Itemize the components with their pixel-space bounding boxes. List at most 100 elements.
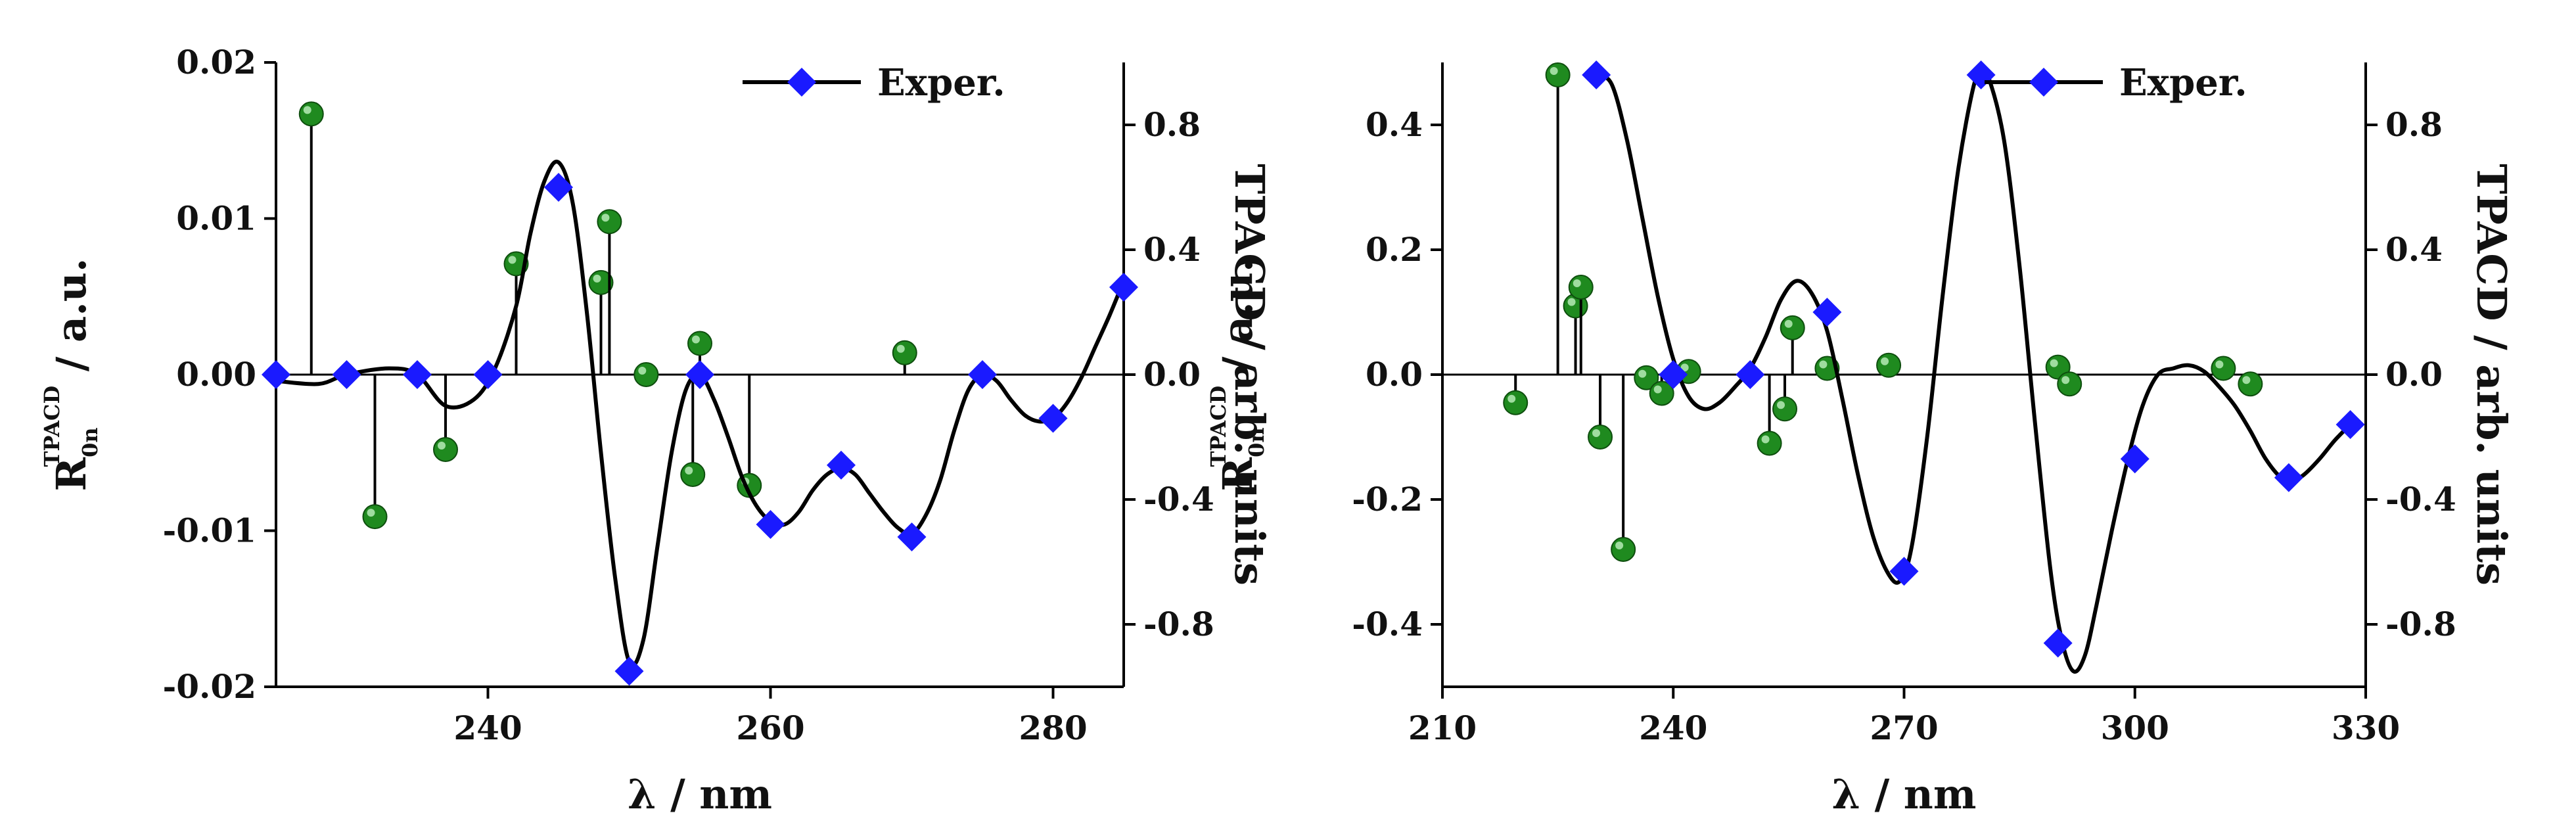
y-right-tick-label: -0.4 xyxy=(2385,480,2456,519)
exper-marker xyxy=(1038,404,1068,433)
ylabel-sup: TPACD xyxy=(39,386,64,467)
panel-left-chart: 240 260 280 -0.02 -0.01 0.00 0.01 0.02 -0.8 -0.4 0… xyxy=(39,43,1274,818)
stick-ball xyxy=(687,331,712,356)
legend: Exper. xyxy=(1985,61,2247,104)
stick-ball-highlight xyxy=(367,509,375,517)
stick-ball-highlight xyxy=(1638,369,1647,378)
x-axis-label: λ / nm xyxy=(628,770,772,818)
stick-ball-highlight xyxy=(1592,429,1601,437)
simulated-curve xyxy=(1595,70,2352,674)
y-left-tick-label: 0.02 xyxy=(176,43,256,81)
ylabel-main: R xyxy=(1214,457,1262,491)
left-y-axis-label: R0n TPACD / a.u. xyxy=(1206,258,1269,492)
stick-ball-highlight xyxy=(438,442,446,450)
legend-marker xyxy=(2029,68,2058,97)
stick-ball-highlight xyxy=(303,106,311,114)
exper-marker xyxy=(262,360,290,389)
stick-ball xyxy=(1568,275,1594,300)
y-left-tick-label: -0.02 xyxy=(162,667,256,706)
stick-ball-highlight xyxy=(1573,279,1581,287)
right-y-axis-label-text: TPACD / arb. units xyxy=(2468,164,2516,586)
stick-ball xyxy=(362,504,388,530)
exper-marker xyxy=(1889,557,1919,586)
left-y-axis-label: R0n TPACD / a.u. xyxy=(39,258,103,492)
y-right-tick-label: 0.0 xyxy=(1143,355,1201,394)
stick-ball-highlight xyxy=(1881,357,1889,365)
stick-ball-highlight xyxy=(638,367,647,375)
exper-marker xyxy=(1659,360,1688,389)
stick-ball-highlight xyxy=(1784,319,1793,328)
legend-label: Exper. xyxy=(877,61,1005,104)
right-y-axis-label: TPACD / arb. units xyxy=(2468,164,2516,586)
exper-marker xyxy=(403,360,432,389)
left-y-axis-label-text: R0n TPACD / a.u. xyxy=(39,258,103,492)
stick-ball xyxy=(1611,537,1636,562)
stick-ball-highlight xyxy=(1819,360,1828,369)
stick-ball xyxy=(680,462,706,487)
right-y-axis-label-text: TPACD / arb. units xyxy=(1226,164,1274,586)
exper-marker xyxy=(2335,410,2365,439)
exper-marker xyxy=(332,360,361,389)
x-tick-label: 270 xyxy=(1870,708,1938,747)
stick-ball-highlight xyxy=(685,467,693,475)
stick-ball-highlight xyxy=(2242,376,2251,384)
exper-marker xyxy=(473,360,503,389)
y-right-tick-label: -0.8 xyxy=(2385,605,2456,643)
stick-ball xyxy=(2211,356,2236,381)
left-y-axis-label-text: R0n TPACD / a.u. xyxy=(1206,258,1269,492)
y-right-tick-label: 0.4 xyxy=(2385,230,2443,269)
stick-ball xyxy=(633,362,659,387)
y-right-tick-label: 0.8 xyxy=(1143,105,1201,144)
stick-ball-highlight xyxy=(1653,385,1662,394)
stick-ball-highlight xyxy=(601,214,610,222)
right-y-axis-label: TPACD / arb. units xyxy=(1226,164,1274,586)
stick-ball xyxy=(597,209,622,235)
stick-ball-highlight xyxy=(2050,359,2058,367)
stick-ball-highlight xyxy=(1567,298,1576,306)
stick-ball xyxy=(1876,352,1902,378)
stick-ball-highlight xyxy=(1550,67,1558,75)
y-left-tick-label: -0.4 xyxy=(1352,605,1423,643)
x-tick-label: 240 xyxy=(1639,708,1707,747)
stick-ball xyxy=(433,437,458,462)
exper-marker xyxy=(2120,444,2150,474)
stick-ball xyxy=(1757,430,1782,456)
exper-marker xyxy=(1582,60,1611,89)
x-tick-label: 260 xyxy=(736,708,804,747)
y-right-tick-label: 0.4 xyxy=(1143,230,1201,269)
y-left-tick-label: 0.2 xyxy=(1366,230,1423,269)
exper-marker xyxy=(685,360,714,389)
exper-marker xyxy=(756,510,785,539)
simulated-curve xyxy=(275,159,1126,668)
exper-marker xyxy=(827,450,856,480)
stick-ball xyxy=(1503,390,1529,415)
ylabel-rest: / a.u. xyxy=(47,258,95,386)
y-right-tick-label: -0.4 xyxy=(1143,480,1214,519)
x-tick-label: 210 xyxy=(1408,708,1477,747)
stick-ball-highlight xyxy=(1680,363,1689,372)
stick-ball-highlight xyxy=(508,256,517,264)
stick-ball-highlight xyxy=(2215,360,2224,369)
y-right-tick-label: 0.8 xyxy=(2385,105,2443,144)
y-left-tick-label: 0.01 xyxy=(176,199,256,238)
stick-ball-highlight xyxy=(896,344,905,353)
x-tick-label: 300 xyxy=(2101,708,2169,747)
y-left-tick-label: 0.00 xyxy=(176,355,256,394)
exper-marker xyxy=(614,657,644,686)
legend-marker xyxy=(787,68,816,97)
stick-ball xyxy=(1588,425,1613,450)
exper-marker xyxy=(1736,360,1765,389)
ylabel-main: R xyxy=(47,457,95,491)
exper-marker xyxy=(544,173,573,202)
exper-marker xyxy=(968,360,997,389)
ylabel-sub: 0n xyxy=(1244,427,1269,457)
stick-ball-highlight xyxy=(2061,376,2070,384)
x-tick-label: 240 xyxy=(453,708,522,747)
panel-right-chart: 210 240 270 300 330 -0.4 -0.2 0.0 0.2 0.4 -0.8 -0.4… xyxy=(1206,60,2516,818)
ylabel-sub: 0n xyxy=(78,427,103,457)
legend-label: Exper. xyxy=(2119,61,2247,104)
stick-ball xyxy=(2238,371,2263,397)
exper-marker xyxy=(1109,273,1138,302)
ylabel-rest: / a.u. xyxy=(1214,258,1262,386)
y-left-tick-label: 0.4 xyxy=(1366,105,1423,144)
